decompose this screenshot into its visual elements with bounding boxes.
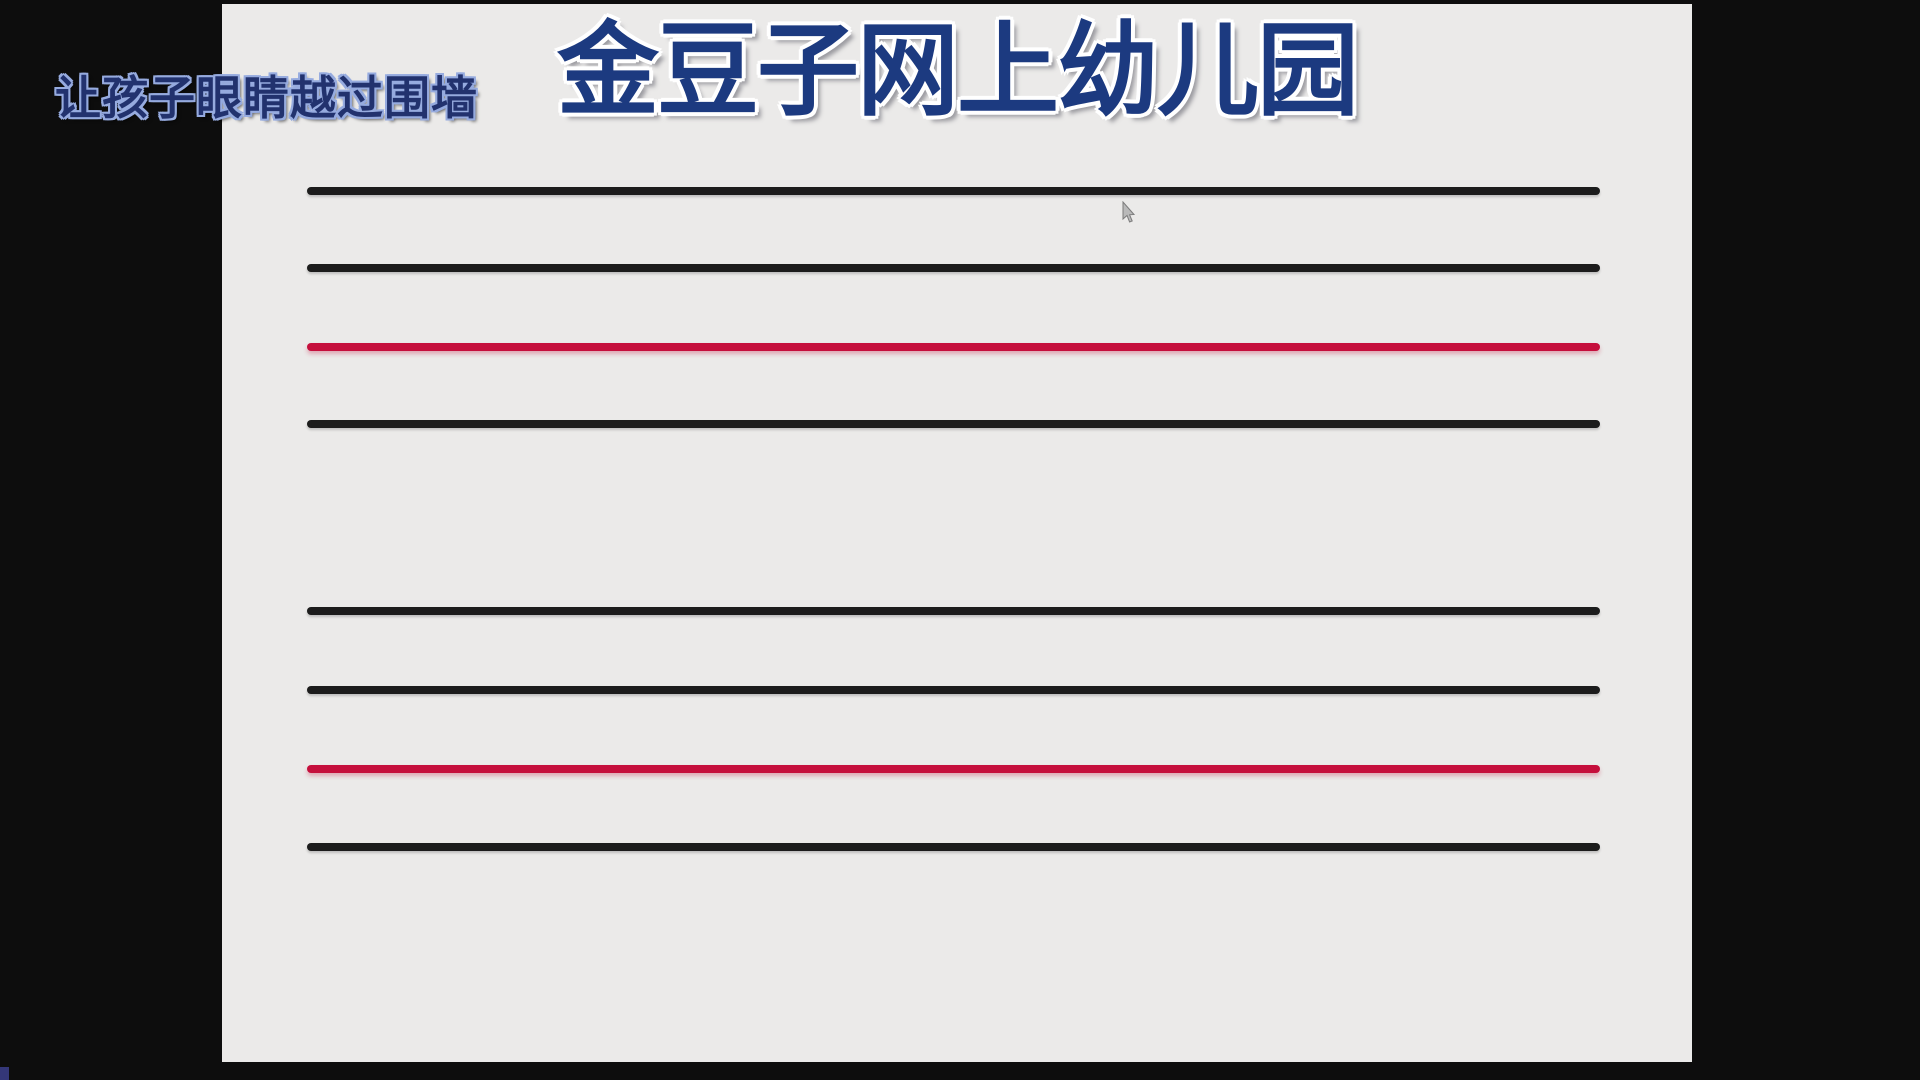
bottom-left-logo-fragment — [0, 1067, 9, 1080]
writing-line — [307, 420, 1600, 428]
writing-line — [307, 607, 1600, 615]
mouse-cursor-icon[interactable] — [1120, 201, 1136, 225]
writing-line — [307, 343, 1600, 351]
writing-line — [307, 187, 1600, 195]
page-title: 金豆子网上幼儿园 — [557, 16, 1359, 129]
watermark-slogan: 让孩子眼睛越过围墙 — [55, 73, 478, 124]
writing-line — [307, 765, 1600, 773]
writing-line — [307, 843, 1600, 851]
slide-background — [222, 4, 1692, 1062]
writing-line — [307, 686, 1600, 694]
writing-line — [307, 264, 1600, 272]
